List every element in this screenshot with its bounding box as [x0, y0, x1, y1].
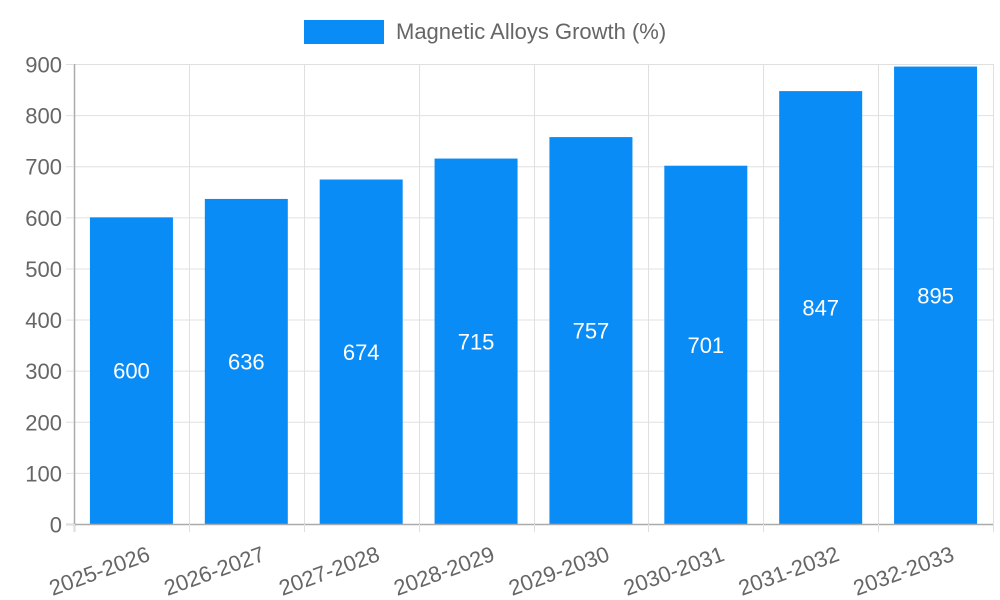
bar: [319, 179, 403, 524]
bar: [894, 66, 978, 525]
bar-value-label: 757: [573, 319, 610, 344]
y-tick-label: 900: [25, 53, 62, 78]
x-tick-label: 2025-2026: [46, 541, 153, 600]
bar-value-label: 847: [802, 296, 839, 321]
y-tick-label: 800: [25, 104, 62, 129]
x-axis-ticks: 2025-2026 2026-2027 2027-2028 2028-2029 2029…: [46, 524, 994, 600]
legend-swatch: [304, 20, 384, 44]
legend-label: Magnetic Alloys Growth (%): [396, 19, 667, 44]
x-tick-label: 2029-2030: [505, 541, 612, 600]
y-tick-label: 400: [25, 308, 62, 333]
y-tick-label: 300: [25, 359, 62, 384]
bar: [664, 165, 748, 524]
bar-value-label: 895: [917, 283, 954, 308]
bar: [89, 217, 173, 525]
bar: [549, 137, 633, 525]
y-tick-label: 700: [25, 155, 62, 180]
y-tick-label: 100: [25, 461, 62, 486]
bar-value-label: 715: [458, 329, 495, 354]
bars: 600 636 674 715 757 701 847 895: [89, 66, 978, 525]
x-tick-label: 2030-2031: [620, 541, 727, 600]
bar-value-label: 636: [228, 349, 265, 374]
chart-legend[interactable]: Magnetic Alloys Growth (%): [304, 19, 667, 44]
bar: [779, 91, 863, 524]
y-tick-label: 600: [25, 206, 62, 231]
x-tick-label: 2031-2032: [735, 541, 842, 600]
y-tick-label: 200: [25, 410, 62, 435]
bar-value-label: 674: [343, 340, 380, 365]
bar-value-label: 600: [113, 359, 150, 384]
x-tick-label: 2026-2027: [161, 541, 268, 600]
x-tick-label: 2032-2033: [850, 541, 957, 600]
x-tick-label: 2028-2029: [390, 541, 497, 600]
axes: [66, 64, 993, 532]
bar: [204, 198, 288, 524]
x-tick-label: 2027-2028: [275, 541, 382, 600]
y-tick-label: 0: [50, 513, 62, 538]
bar-value-label: 701: [687, 333, 724, 358]
bar: [434, 158, 518, 525]
y-tick-label: 500: [25, 257, 62, 282]
y-axis-ticks: 0 100 200 300 400 500 600 700 800 900: [25, 53, 74, 538]
